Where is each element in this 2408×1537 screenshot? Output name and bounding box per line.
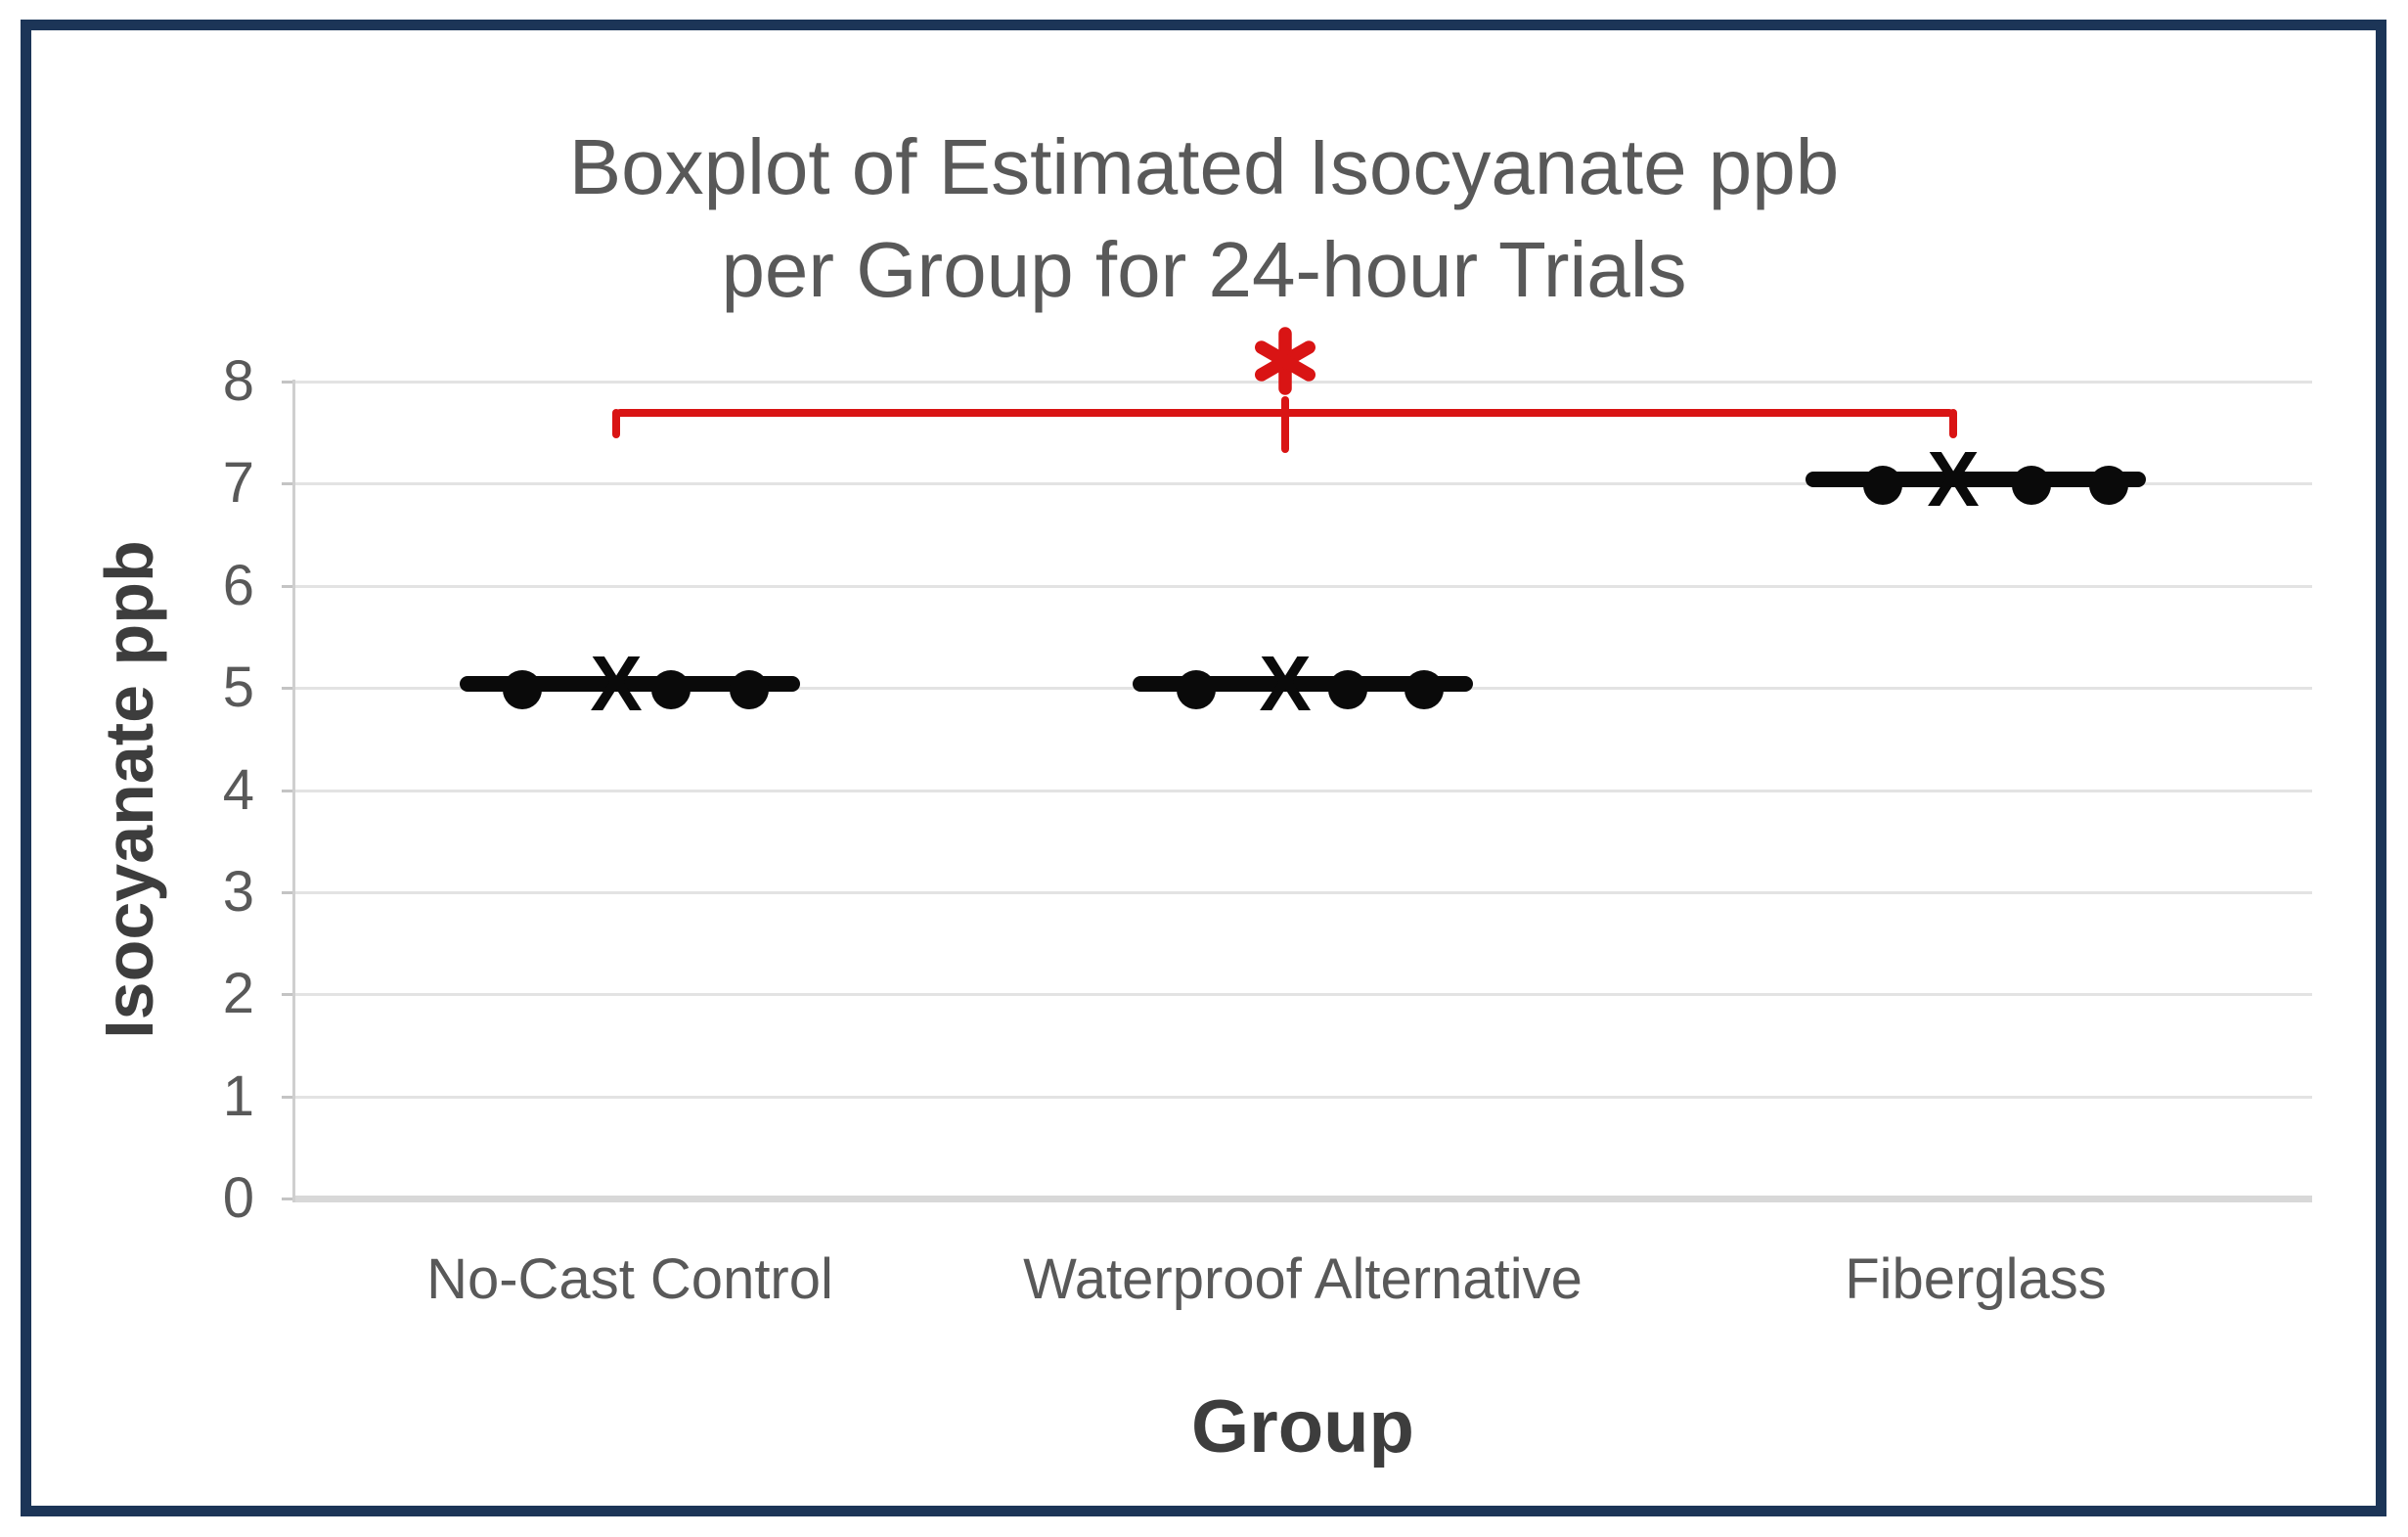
y-tick-label-1: 1 [222, 1063, 254, 1128]
data-point [1405, 669, 1444, 709]
y-tick-mark-3 [282, 890, 293, 894]
data-point [1328, 669, 1367, 709]
significance-bracket-center-tick [1281, 396, 1289, 454]
y-tick-mark-5 [282, 687, 293, 691]
data-point [2012, 466, 2051, 506]
data-point [651, 669, 691, 709]
y-tick-label-5: 5 [222, 655, 254, 720]
data-point [1177, 669, 1216, 709]
significance-bracket-right-hook [1949, 409, 1957, 439]
x-axis-line [293, 1196, 2312, 1202]
y-tick-label-7: 7 [222, 451, 254, 516]
y-tick-mark-1 [282, 1095, 293, 1099]
gridline-y6 [293, 584, 2312, 588]
chart-title: Boxplot of Estimated Isocyanate ppb per … [0, 115, 2408, 321]
y-tick-label-3: 3 [222, 859, 254, 924]
y-tick-mark-4 [282, 789, 293, 792]
y-tick-mark-8 [282, 381, 293, 384]
gridline-y7 [293, 482, 2312, 486]
y-tick-mark-6 [282, 584, 293, 588]
significance-bracket-left-hook [612, 409, 620, 439]
gridline-y1 [293, 1095, 2312, 1099]
gridline-y2 [293, 993, 2312, 997]
y-tick-label-6: 6 [222, 553, 254, 617]
chart-title-line1: Boxplot of Estimated Isocyanate ppb [568, 123, 1840, 210]
y-tick-label-0: 0 [222, 1166, 254, 1230]
data-point [2089, 466, 2128, 506]
slide-border [21, 20, 2386, 1516]
data-point [503, 669, 542, 709]
y-tick-label-8: 8 [222, 349, 254, 413]
chart-title-line2: per Group for 24-hour Trials [721, 226, 1687, 313]
mean-marker-x: X [590, 639, 643, 727]
y-tick-mark-0 [282, 1198, 293, 1200]
x-axis-title: Group [1191, 1385, 1414, 1469]
y-axis-line [292, 380, 295, 1202]
y-tick-mark-2 [282, 993, 293, 997]
gridline-y3 [293, 890, 2312, 894]
mean-marker-x: X [1259, 639, 1312, 727]
y-tick-label-2: 2 [222, 962, 254, 1026]
data-point [1863, 466, 1902, 506]
box-bar-no-cast-control [460, 675, 800, 692]
significance-asterisk [1255, 327, 1315, 395]
gridline-y8 [293, 381, 2312, 384]
box-bar-waterproof-alternative [1133, 675, 1473, 692]
y-tick-label-4: 4 [222, 757, 254, 822]
y-tick-mark-7 [282, 482, 293, 486]
gridline-y4 [293, 789, 2312, 792]
mean-marker-x: X [1927, 435, 1980, 523]
x-category-label-2: Waterproof Alternative [1023, 1247, 1583, 1311]
x-category-label-1: No-Cast Control [426, 1247, 833, 1311]
data-point [730, 669, 769, 709]
x-category-label-3: Fiberglass [1845, 1247, 2107, 1311]
